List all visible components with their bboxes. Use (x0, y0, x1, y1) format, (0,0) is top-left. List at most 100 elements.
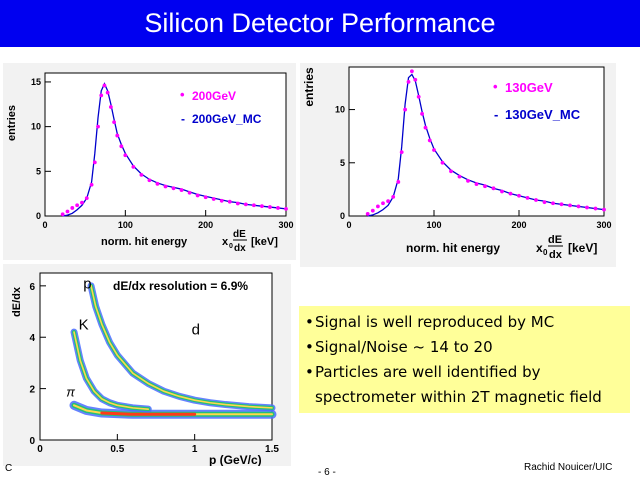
particle-label: p (83, 275, 91, 292)
data-point (370, 208, 375, 213)
x-tick-label: 300 (596, 220, 611, 230)
y-tick-label: 10 (335, 105, 345, 115)
data-point (474, 182, 479, 186)
x-axis-formula-den: dx (234, 243, 246, 254)
data-point (219, 198, 224, 203)
data-point (99, 93, 104, 98)
y-tick-label: 5 (340, 158, 345, 168)
data-point (89, 182, 94, 187)
data-point (517, 193, 521, 198)
data-point (391, 194, 396, 199)
data-point (483, 184, 487, 189)
data-point (268, 205, 272, 209)
particle-label: K (79, 317, 89, 334)
data-point (84, 196, 89, 201)
x-axis-formula-num: dE (548, 234, 562, 246)
data-point (585, 205, 589, 210)
data-point (75, 203, 80, 208)
data-point (406, 80, 411, 84)
x-axis-unit: [keV] (251, 236, 278, 248)
data-point (396, 180, 401, 184)
data-point (112, 120, 116, 125)
band-p (90, 285, 273, 409)
legend-marker-mc: - (181, 112, 185, 126)
data-point (102, 83, 107, 88)
data-point (500, 189, 504, 194)
data-point (60, 212, 65, 217)
data-point (203, 195, 208, 200)
data-point (381, 201, 385, 206)
x-tick-label: 0 (346, 220, 351, 230)
data-point (187, 190, 192, 195)
data-point (179, 188, 184, 192)
dedx-scatter-chart: 0 0.5 1 1.5 0 2 4 6 dE/dx dE/dx resolution = 6.… (11, 272, 279, 467)
data-point (542, 200, 547, 205)
data-point (440, 160, 445, 165)
slide-title: Silicon Detector Performance (144, 8, 496, 38)
data-point (420, 111, 424, 116)
data-point (427, 138, 432, 143)
data-point (119, 144, 124, 149)
data-point (123, 153, 128, 158)
data-point (457, 174, 462, 179)
y-tick-label: 5 (36, 166, 41, 176)
x-axis-formula-prefix: x (536, 241, 543, 255)
data-point (276, 206, 280, 210)
legend-marker-mc: - (494, 107, 498, 122)
histogram-200gev-chart: 0 100 200 300 0 5 10 15 entries • 200GeV - 200G… (6, 72, 294, 254)
histogram-200gev-panel: 0 100 200 300 0 5 10 15 entries • 200GeV - 200G… (3, 63, 296, 260)
x-axis-formula-sub: 0 (543, 248, 548, 257)
data-point (260, 204, 264, 209)
y-tick-label: 0 (36, 211, 41, 221)
y-axis-label: entries (302, 67, 316, 107)
y-tick-label: 2 (29, 385, 35, 396)
data-point (235, 201, 240, 206)
data-point (251, 203, 256, 208)
data-point (534, 198, 538, 202)
x-axis-formula-sub: 0 (229, 243, 233, 250)
data-point (466, 178, 470, 183)
y-tick-label: 6 (29, 282, 35, 293)
y-tick-label: 10 (31, 122, 41, 132)
data-point (105, 90, 110, 95)
x-axis-formula-num: dE (233, 229, 246, 240)
data-point (576, 204, 581, 209)
data-point (399, 150, 404, 155)
data-point (147, 178, 152, 183)
bullet-icon: • (305, 338, 314, 356)
data-point (227, 199, 232, 204)
x-tick-label: 200 (511, 220, 526, 230)
legend-marker-data: • (180, 87, 185, 102)
particle-label: d (192, 322, 200, 339)
data-point (551, 201, 555, 206)
x-tick-label: 0 (37, 444, 43, 455)
x-axis-label: p (GeV/c) (209, 453, 262, 466)
data-point (410, 69, 414, 74)
data-point (70, 206, 75, 210)
data-point (163, 184, 168, 189)
dedx-scatter-panel: 0 0.5 1 1.5 0 2 4 6 dE/dx dE/dx resolution = 6.… (3, 264, 291, 467)
x-tick-label: 1.5 (265, 444, 279, 455)
x-tick-label: 100 (426, 220, 441, 230)
data-point (195, 193, 200, 198)
y-tick-label: 15 (31, 77, 41, 87)
legend-label-data: 130GeV (505, 80, 553, 95)
footer-author: Rachid Nouicer/UIC (524, 462, 613, 473)
x-tick-label: 0.5 (110, 444, 124, 455)
x-axis-label: norm. hit energy (101, 236, 188, 248)
data-point (365, 211, 370, 216)
note-item: •Particles are well identified by (305, 360, 630, 385)
data-point (284, 206, 288, 211)
data-point (568, 203, 572, 208)
y-axis-label: entries (6, 105, 18, 141)
band-pi-core (100, 411, 197, 416)
legend-label-mc: 200GeV_MC (192, 112, 262, 126)
y-axis-label: dE/dx (11, 286, 23, 317)
x-axis-label: norm. hit energy (406, 241, 500, 255)
data-point (376, 204, 380, 209)
data-point (491, 186, 496, 191)
data-point (131, 164, 136, 169)
histogram-130gev-panel: 0 100 200 300 0 5 10 entries • 130GeV - 130GeV… (300, 63, 616, 267)
y-tick-label: 0 (29, 436, 35, 447)
particle-label: π (66, 384, 75, 399)
